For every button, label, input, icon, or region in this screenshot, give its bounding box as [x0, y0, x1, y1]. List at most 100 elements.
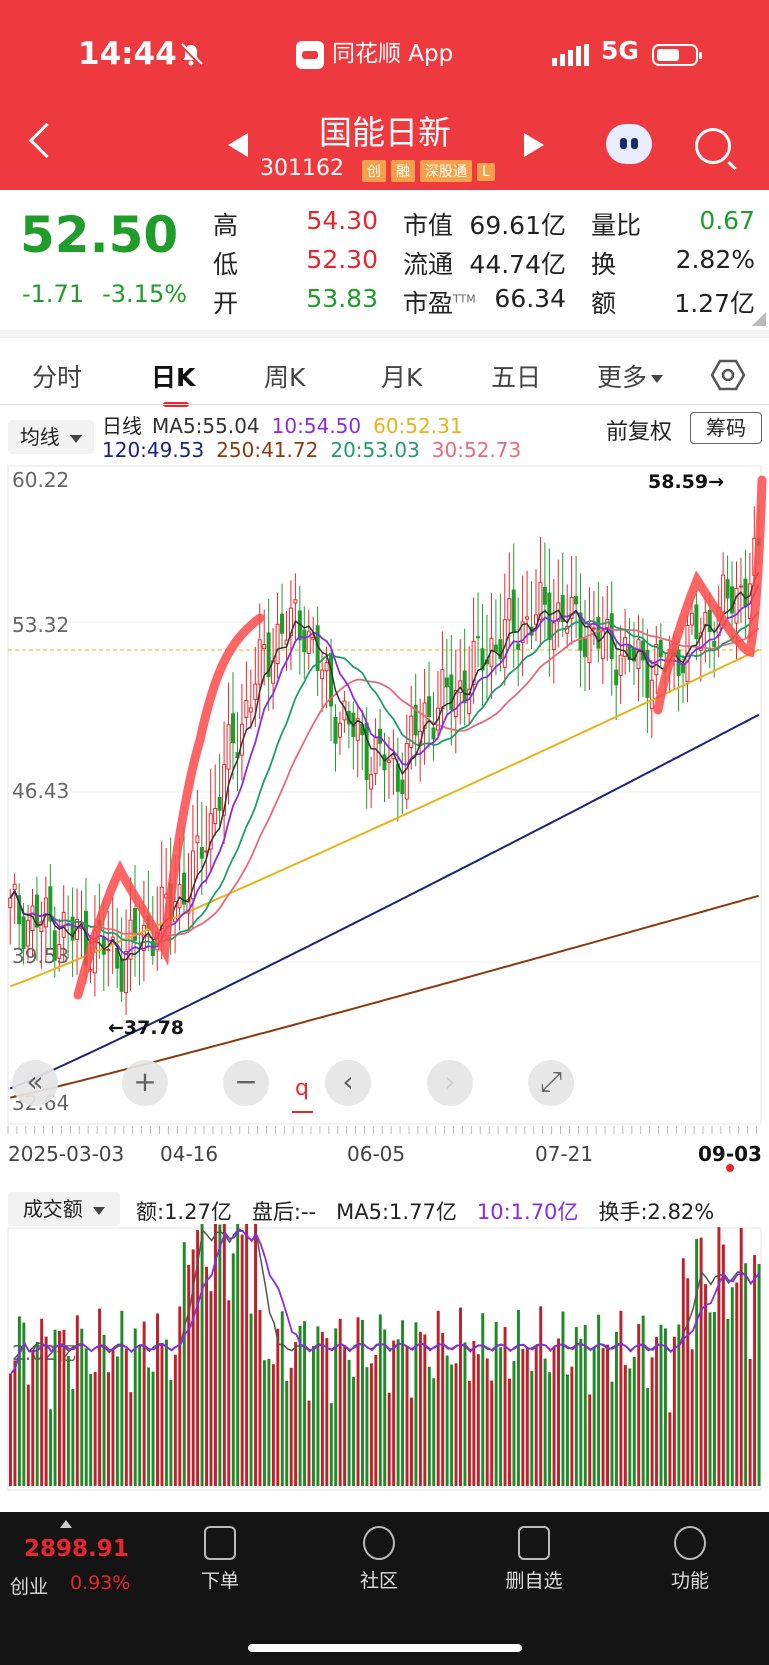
volume-bar	[378, 1314, 382, 1486]
tab-daily-k[interactable]: 日K	[151, 358, 195, 407]
candle	[48, 886, 53, 922]
app-label[interactable]: 同花顺 App	[296, 34, 453, 69]
candle	[333, 716, 338, 744]
chips-button[interactable]: 筹码	[690, 412, 762, 444]
volume-bar	[124, 1348, 128, 1486]
volume-bar	[9, 1373, 12, 1486]
volume-bar	[588, 1394, 592, 1486]
volume-bar	[476, 1354, 480, 1486]
order-button[interactable]: 下单	[180, 1526, 260, 1593]
back-icon[interactable]	[28, 122, 65, 159]
tab-five-day[interactable]: 五日	[491, 363, 542, 392]
candle	[520, 621, 525, 644]
function-button[interactable]: 功能	[650, 1526, 730, 1593]
candle	[618, 654, 623, 676]
candle	[471, 640, 476, 685]
candle	[52, 930, 57, 961]
candle	[288, 607, 293, 637]
index-value[interactable]: 2898.91	[24, 1536, 129, 1562]
community-button[interactable]: 社区	[339, 1526, 419, 1593]
volume-bar	[757, 1263, 761, 1486]
volume-bar	[365, 1367, 369, 1486]
indicator-selector[interactable]: 均线	[8, 420, 94, 454]
volume-bar	[66, 1356, 70, 1486]
period-tabs: 分时 日K 周K 月K 五日 更多	[0, 342, 769, 407]
volume-bar	[659, 1324, 663, 1486]
volume-bar	[49, 1409, 53, 1486]
volume-bar	[552, 1346, 556, 1486]
ma-legend-item: 20:53.03	[330, 438, 420, 462]
tab-weekly-k[interactable]: 周K	[264, 363, 306, 392]
volume-bar	[129, 1392, 133, 1486]
volume-bar	[508, 1378, 511, 1486]
candle	[569, 596, 574, 619]
volume-chart[interactable]: 2.02亿	[0, 1224, 769, 1492]
volume-bar	[499, 1347, 503, 1486]
candle	[8, 897, 13, 908]
next-stock-icon[interactable]	[524, 133, 544, 157]
candle	[734, 588, 739, 624]
candle	[730, 586, 735, 614]
candle	[320, 669, 325, 680]
volume-bar	[40, 1318, 44, 1486]
volume-bar	[726, 1318, 730, 1486]
current-price: 52.50	[20, 206, 179, 264]
tag-l: L	[477, 163, 495, 181]
volume-bar	[316, 1326, 320, 1486]
candle	[689, 612, 694, 626]
candle	[654, 643, 659, 676]
volume-bar	[632, 1356, 636, 1486]
volume-bar	[695, 1239, 699, 1486]
volume-indicator-selector[interactable]: 成交额	[8, 1192, 120, 1226]
scroll-left-button[interactable]: ‹	[325, 1060, 371, 1106]
tab-more[interactable]: 更多	[597, 358, 664, 394]
candle	[26, 919, 31, 947]
time-scrubber[interactable]	[0, 1122, 769, 1136]
value-volume-ratio: 0.67	[699, 206, 755, 235]
volume-bar	[169, 1379, 173, 1486]
search-icon[interactable]	[695, 128, 731, 164]
volume-bar	[623, 1365, 627, 1486]
volume-bar	[753, 1255, 757, 1486]
network-type: 5G	[601, 36, 639, 65]
volume-bar	[227, 1300, 231, 1486]
volume-bar	[454, 1363, 458, 1486]
candle	[583, 638, 588, 657]
fullscreen-button[interactable]: ⤢	[528, 1060, 574, 1106]
expand-corner-icon[interactable]	[752, 312, 766, 326]
volume-bar	[712, 1311, 716, 1486]
label-open: 开	[213, 289, 239, 318]
tag-chuang: 创	[362, 160, 386, 182]
settings-hex-icon[interactable]	[711, 358, 745, 392]
chevron-down-icon	[651, 375, 664, 383]
volume-bar	[53, 1329, 57, 1486]
volume-bar	[663, 1328, 667, 1486]
zoom-in-button[interactable]: +	[122, 1060, 168, 1106]
candle	[404, 743, 409, 800]
scroll-start-button[interactable]: «	[12, 1060, 58, 1106]
prev-stock-icon[interactable]	[228, 133, 248, 157]
candle	[369, 774, 374, 790]
kline-chart[interactable]: 60.22 53.32 46.43 39.53 32.64 58.59→ ←37…	[0, 460, 769, 1130]
adjust-button[interactable]: 前复权	[606, 420, 673, 445]
candle	[743, 578, 748, 608]
home-indicator[interactable]	[248, 1644, 522, 1652]
volume-bar	[334, 1328, 338, 1486]
volume-bar	[646, 1388, 650, 1486]
scroll-right-button[interactable]: ›	[427, 1060, 473, 1106]
volume-bar	[89, 1374, 93, 1486]
volume-bar	[182, 1242, 186, 1486]
zoom-out-button[interactable]: −	[223, 1060, 269, 1106]
tab-intraday[interactable]: 分时	[32, 363, 83, 392]
robot-assistant-icon[interactable]	[606, 124, 652, 164]
candle	[721, 574, 726, 613]
volume-bar	[721, 1244, 725, 1486]
candle	[400, 779, 405, 795]
tab-monthly-k[interactable]: 月K	[381, 363, 423, 392]
label-pe: 市盈TTM	[403, 289, 476, 318]
bell-muted-icon	[179, 43, 203, 67]
volume-bar	[445, 1355, 449, 1486]
remove-watchlist-button[interactable]: 删自选	[494, 1526, 574, 1593]
candle	[43, 897, 48, 928]
volume-bar	[360, 1319, 364, 1486]
